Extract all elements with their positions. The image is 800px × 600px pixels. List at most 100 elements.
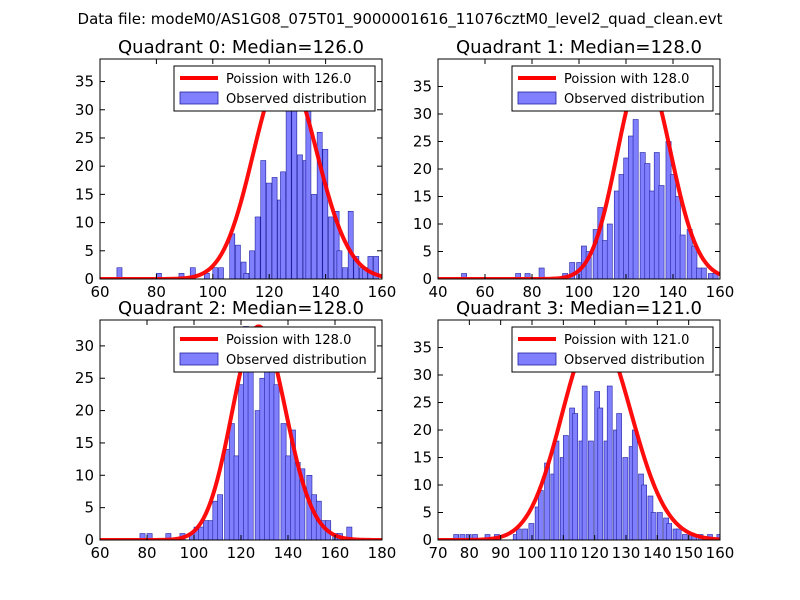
y-tick-label: 15 [413,188,432,206]
histogram-bar [616,413,622,540]
poisson-curve [100,68,382,279]
x-tick-label: 60 [475,283,494,301]
x-tick-label: 80 [147,283,166,301]
histogram-bar [650,512,657,540]
histogram-bar [243,273,250,279]
panel-title: Quadrant 0: Median=126.0 [118,37,364,58]
histogram-bar [524,273,531,279]
histogram-bar [178,273,185,279]
x-tick-label: 70 [428,544,447,562]
y-tick-label: 5 [422,504,432,522]
y-tick-label: 25 [413,133,432,151]
histogram-bar [572,413,579,540]
histogram-bar [280,423,287,540]
legend-bar-swatch [179,352,219,366]
histogram-bar [165,533,172,540]
x-tick-label: 80 [522,283,541,301]
x-tick-label: 140 [659,283,688,301]
histogram-bar [563,435,569,540]
histogram-bar [602,240,608,279]
histogram-bar [461,273,467,279]
histogram-bar [203,520,209,540]
histogram-bar [675,528,682,540]
histogram-bar [588,440,594,540]
histogram-bar [516,528,522,540]
histogram-bar [254,410,261,540]
histogram-bar [453,534,459,540]
x-tick-label: 130 [612,544,641,562]
y-tick-label: 5 [422,243,432,261]
plot-area [438,68,720,279]
histogram-bar [233,455,240,540]
histogram-bar [691,245,698,279]
histogram-bar [254,216,261,279]
histogram-bar [139,533,146,540]
x-tick-label: 110 [549,544,578,562]
histogram-bar [240,261,247,279]
legend-bar-label: Observed distribution [226,92,367,107]
histogram-bar [268,358,275,540]
y-tick-label: 25 [413,394,432,412]
histogram-bar [522,528,528,540]
y-tick-label: 20 [413,160,432,178]
x-tick-label: 100 [518,544,547,562]
plot-area [100,68,382,279]
histogram-bar [367,256,374,279]
x-tick-label: 100 [565,283,594,301]
histogram-bar [553,440,560,540]
x-tick-label: 160 [321,544,350,562]
histogram-bar [333,211,340,279]
legend-bar-swatch [179,91,219,105]
histogram-bar [273,384,280,540]
histogram-bar [665,141,672,279]
y-tick-label: 30 [413,366,432,384]
x-tick-label: 90 [491,544,510,562]
legend-box [173,326,376,373]
histogram-bar [700,267,707,279]
histogram-bar [472,534,478,540]
histogram-bar [666,523,673,540]
legend-bar-label: Observed distribution [564,92,705,107]
histogram-bar [238,384,245,540]
histogram-bar [266,182,272,279]
histogram-bar [224,449,231,540]
axes-frame [99,58,383,280]
histogram-bar [285,86,292,279]
histogram-bar [658,185,665,279]
y-tick-label: 30 [75,337,94,355]
y-tick-label: 5 [84,242,94,260]
x-tick-label: 60 [90,283,109,301]
histogram-bar [229,233,236,279]
x-tick-label: 120 [255,283,284,301]
x-tick-label: 140 [274,544,303,562]
histogram-bar [618,174,625,279]
histogram-bar [212,267,219,279]
y-tick-label: 15 [75,434,94,452]
histogram-bar [613,190,620,279]
x-tick-label: 160 [706,544,735,562]
histogram-bar [707,273,714,279]
panel-title: Quadrant 1: Median=128.0 [456,37,702,58]
histogram-bar [116,267,123,279]
legend-bar-label: Observed distribution [226,353,367,368]
histogram-bar [653,152,660,279]
panel-title: Quadrant 2: Median=128.0 [118,298,364,319]
histogram-bar [264,352,270,540]
x-tick-label: 160 [368,283,397,301]
histogram-bar [218,267,224,279]
histogram-bar [465,534,472,540]
histogram-bar [657,512,663,540]
histogram-bar [260,160,267,279]
x-tick-label: 140 [311,283,340,301]
y-tick-label: 20 [75,402,94,420]
x-tick-label: 80 [137,544,156,562]
panel-quadrant-1: Quadrant 1: Median=128.040 60 80 100 120 140 1… [413,37,734,301]
panel-quadrant-0: Quadrant 0: Median=126.060 80 100 120 140 160… [75,37,396,301]
histogram-bar [682,534,688,540]
y-tick-label: 20 [75,157,94,175]
histogram-bar [346,526,353,540]
x-tick-label: 120 [580,544,609,562]
legend-line-label: Poission with 128.0 [564,72,689,87]
histogram-bar [581,385,588,540]
